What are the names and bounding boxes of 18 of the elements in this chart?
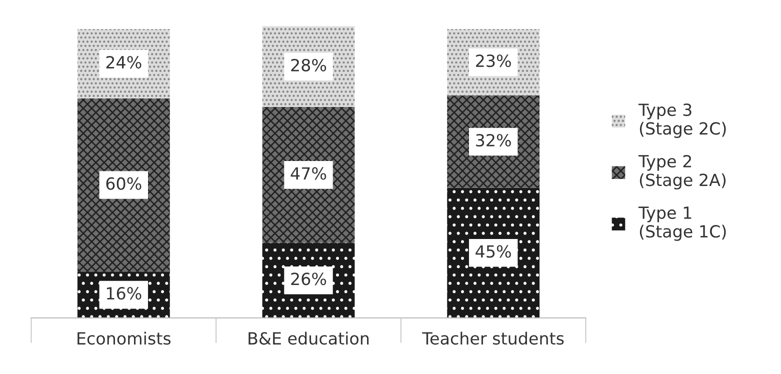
- data-label: 45%: [476, 245, 511, 258]
- data-label: 47%: [290, 167, 326, 180]
- data-label: 26%: [291, 272, 326, 286]
- data-label: 60%: [106, 177, 142, 190]
- x-tick-label: Teacher students: [422, 332, 564, 345]
- data-label: 16%: [106, 287, 142, 300]
- data-label: 32%: [476, 134, 511, 147]
- x-tick-label: B&E education: [248, 332, 369, 345]
- legend-label: Type 2 (Stage 2A): [638, 154, 726, 190]
- bar: [262, 107, 355, 243]
- bar: [447, 188, 540, 318]
- bar: [77, 98, 170, 272]
- legend-label: Type 1 (Stage 1C): [638, 206, 726, 241]
- data-label: 23%: [476, 54, 511, 68]
- legend-label: Type 3 (Stage 2C): [638, 103, 726, 138]
- data-label: 28%: [291, 58, 326, 72]
- data-label: 24%: [106, 56, 142, 69]
- x-tick-label: Economists: [78, 332, 171, 345]
